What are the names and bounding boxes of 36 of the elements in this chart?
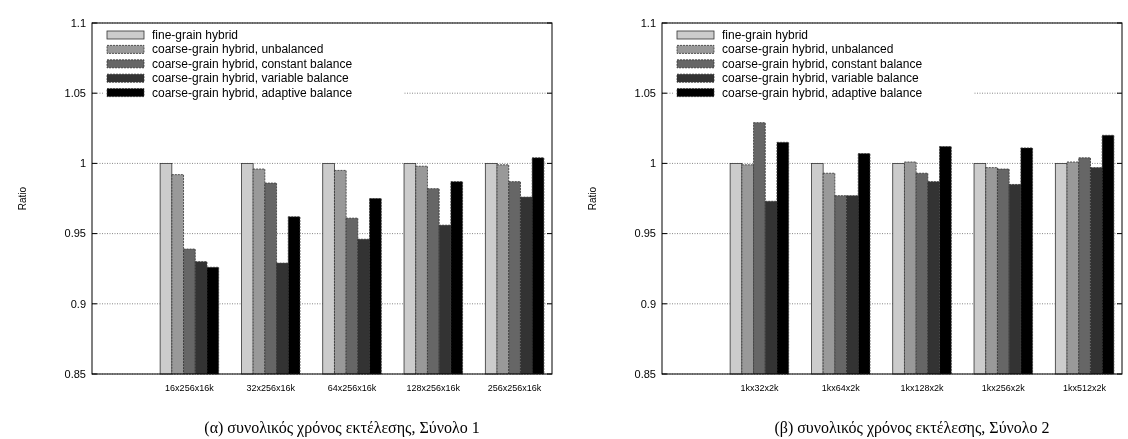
y-tick-label: 1.1: [640, 16, 656, 29]
legend-label: coarse-grain hybrid, constant balance: [152, 56, 353, 71]
y-tick-label: 0.85: [64, 367, 86, 380]
text: (β) συνολικός χρόνος εκτέλεσης, Σύνολο 2: [774, 419, 1050, 437]
y-tick-label: 0.9: [70, 297, 86, 310]
y-tick-label: 1.05: [64, 87, 86, 100]
x-tick-label: 16x256x16k: [165, 383, 215, 393]
legend-label: coarse-grain hybrid, variable balance: [722, 71, 920, 86]
legend-label: coarse-grain hybrid, adaptive balance: [722, 85, 923, 100]
legend-label: coarse-grain hybrid, unbalanced: [152, 42, 324, 57]
y-tick-label: 0.85: [634, 367, 656, 380]
y-tick-label: 0.95: [64, 227, 86, 240]
y-tick-label: 1.05: [634, 87, 656, 100]
y-tick-label: 1: [79, 157, 86, 170]
x-tick-label: 256x256x16k: [487, 383, 542, 393]
x-tick-label: 1kx512x2k: [1063, 383, 1107, 393]
x-tick-label: 1kx256x2k: [981, 383, 1026, 393]
y-tick-label: 0.9: [640, 297, 656, 310]
y-tick-label: 0.95: [634, 227, 656, 240]
x-tick-label: 1kx128x2k: [900, 383, 945, 393]
y-tick-label: 1.1: [70, 16, 86, 29]
legend-label: fine-grain hybrid: [152, 28, 239, 42]
x-tick-label: 1kx32x2k: [740, 383, 779, 393]
x-tick-label: 32x256x16k: [246, 383, 296, 393]
x-tick-label: 128x256x16k: [406, 383, 461, 393]
x-tick-label: 1kx64x2k: [821, 383, 861, 393]
y-tick-label: 1: [649, 157, 656, 170]
x-tick-label: 64x256x16k: [327, 383, 377, 393]
text: (α) συνολικός χρόνος εκτέλεσης, Σύνολο 1: [204, 419, 480, 437]
legend-label: coarse-grain hybrid, unbalanced: [722, 42, 894, 57]
legend-label: coarse-grain hybrid, constant balance: [722, 56, 923, 71]
y-axis-title: Ratio: [17, 186, 28, 211]
legend-label: coarse-grain hybrid, variable balance: [152, 71, 350, 86]
legend-label: coarse-grain hybrid, adaptive balance: [152, 85, 353, 100]
y-axis-title: Ratio: [587, 186, 598, 211]
legend-label: fine-grain hybrid: [722, 28, 809, 42]
